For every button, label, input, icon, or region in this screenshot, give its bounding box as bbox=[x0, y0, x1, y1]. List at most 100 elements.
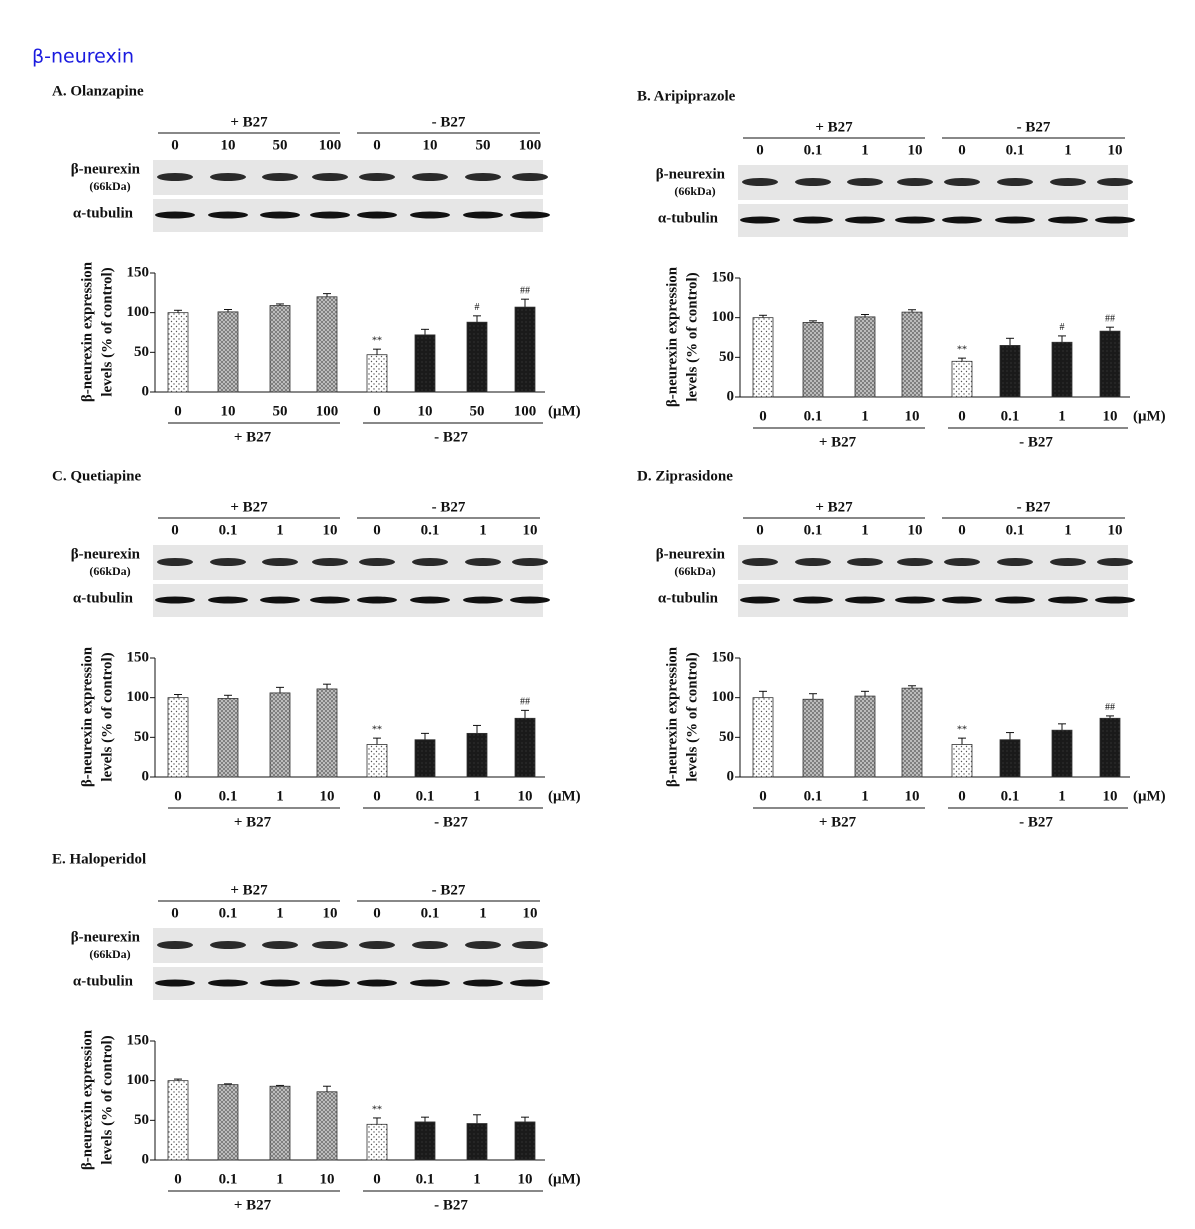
significance-mark: ** bbox=[372, 1104, 382, 1115]
bar bbox=[217, 311, 239, 393]
blot-label: β-neurexin bbox=[71, 161, 141, 177]
significance-mark: # bbox=[475, 302, 480, 313]
lane-label: 10 bbox=[908, 142, 923, 158]
y-tick-label: 50 bbox=[134, 344, 149, 360]
x-tick-label: 10 bbox=[320, 1171, 335, 1187]
bar bbox=[414, 1121, 436, 1161]
unit-label: (μM) bbox=[1133, 788, 1166, 804]
lane-label: 100 bbox=[319, 137, 342, 153]
band bbox=[157, 941, 193, 949]
band bbox=[995, 216, 1035, 224]
bar bbox=[1051, 729, 1073, 778]
x-tick-label: 0 bbox=[174, 403, 182, 419]
x-tick-label: 10 bbox=[518, 1171, 533, 1187]
y-axis-label: levels (% of control) bbox=[99, 267, 115, 396]
lane-label: 1 bbox=[479, 522, 487, 538]
lane-label: 1 bbox=[276, 522, 284, 538]
band bbox=[155, 979, 195, 987]
blot-label: α-tubulin bbox=[658, 210, 719, 226]
band bbox=[942, 216, 982, 224]
lane-label: 10 bbox=[1108, 142, 1123, 158]
significance-mark: ## bbox=[520, 697, 530, 708]
band bbox=[793, 216, 833, 224]
bar bbox=[167, 697, 189, 778]
x-tick-label: 1 bbox=[1058, 408, 1066, 424]
lane-label: 0 bbox=[958, 142, 966, 158]
group-label: - B27 bbox=[1019, 814, 1053, 830]
bar bbox=[217, 1084, 239, 1161]
bar bbox=[414, 739, 436, 778]
band bbox=[357, 211, 397, 219]
band bbox=[157, 173, 193, 181]
y-tick-label: 0 bbox=[142, 1151, 150, 1167]
significance-mark: ** bbox=[372, 724, 382, 735]
band bbox=[155, 596, 195, 604]
band bbox=[310, 979, 350, 987]
x-tick-label: 0.1 bbox=[219, 1171, 238, 1187]
bar bbox=[514, 1121, 536, 1161]
lane-label: 50 bbox=[476, 137, 491, 153]
band bbox=[1048, 596, 1088, 604]
band bbox=[510, 596, 550, 604]
panel-title: D. Ziprasidone bbox=[637, 468, 733, 484]
x-tick-label: 1 bbox=[276, 788, 284, 804]
x-tick-label: 0.1 bbox=[1001, 408, 1020, 424]
y-tick-label: 150 bbox=[712, 269, 735, 285]
lane-label: 10 bbox=[523, 905, 538, 921]
y-tick-label: 150 bbox=[127, 1032, 150, 1048]
band bbox=[310, 211, 350, 219]
bar bbox=[167, 1080, 189, 1161]
group-label: + B27 bbox=[815, 499, 853, 515]
unit-label: (μM) bbox=[548, 788, 581, 804]
group-label: + B27 bbox=[819, 434, 857, 450]
band bbox=[897, 558, 933, 566]
bar bbox=[466, 1123, 488, 1161]
bar bbox=[466, 732, 488, 778]
band bbox=[208, 211, 248, 219]
band bbox=[512, 941, 548, 949]
band bbox=[1050, 178, 1086, 186]
y-tick-label: 50 bbox=[719, 729, 734, 745]
bar bbox=[217, 698, 239, 778]
group-label: + B27 bbox=[819, 814, 857, 830]
x-tick-label: 1 bbox=[276, 1171, 284, 1187]
band bbox=[742, 178, 778, 186]
band bbox=[463, 596, 503, 604]
blot-sublabel: (66kDa) bbox=[89, 179, 130, 193]
band bbox=[845, 216, 885, 224]
bar bbox=[466, 321, 488, 393]
x-tick-label: 0 bbox=[373, 1171, 381, 1187]
band bbox=[847, 178, 883, 186]
group-label: - B27 bbox=[1017, 499, 1051, 515]
band bbox=[412, 941, 448, 949]
lane-label: 0 bbox=[958, 522, 966, 538]
x-tick-label: 10 bbox=[1103, 408, 1118, 424]
bar bbox=[167, 312, 189, 393]
unit-label: (μM) bbox=[1133, 408, 1166, 424]
band bbox=[847, 558, 883, 566]
x-tick-label: 0 bbox=[759, 408, 767, 424]
lane-label: 0.1 bbox=[804, 522, 823, 538]
blot-label: β-neurexin bbox=[656, 166, 726, 182]
band bbox=[410, 596, 450, 604]
lane-label: 0.1 bbox=[421, 522, 440, 538]
x-tick-label: 1 bbox=[861, 788, 869, 804]
y-axis-label: β-neurexin expression bbox=[664, 646, 680, 787]
significance-mark: ## bbox=[520, 285, 530, 296]
band bbox=[465, 558, 501, 566]
group-label: - B27 bbox=[434, 1197, 468, 1213]
band bbox=[740, 596, 780, 604]
bar bbox=[951, 360, 973, 398]
band bbox=[897, 178, 933, 186]
lane-label: 1 bbox=[861, 522, 869, 538]
band bbox=[510, 211, 550, 219]
band bbox=[310, 596, 350, 604]
x-tick-label: 10 bbox=[221, 403, 236, 419]
group-label: + B27 bbox=[230, 114, 268, 130]
y-tick-label: 150 bbox=[127, 649, 150, 665]
bar bbox=[316, 688, 338, 778]
band bbox=[412, 558, 448, 566]
bar bbox=[901, 687, 923, 778]
